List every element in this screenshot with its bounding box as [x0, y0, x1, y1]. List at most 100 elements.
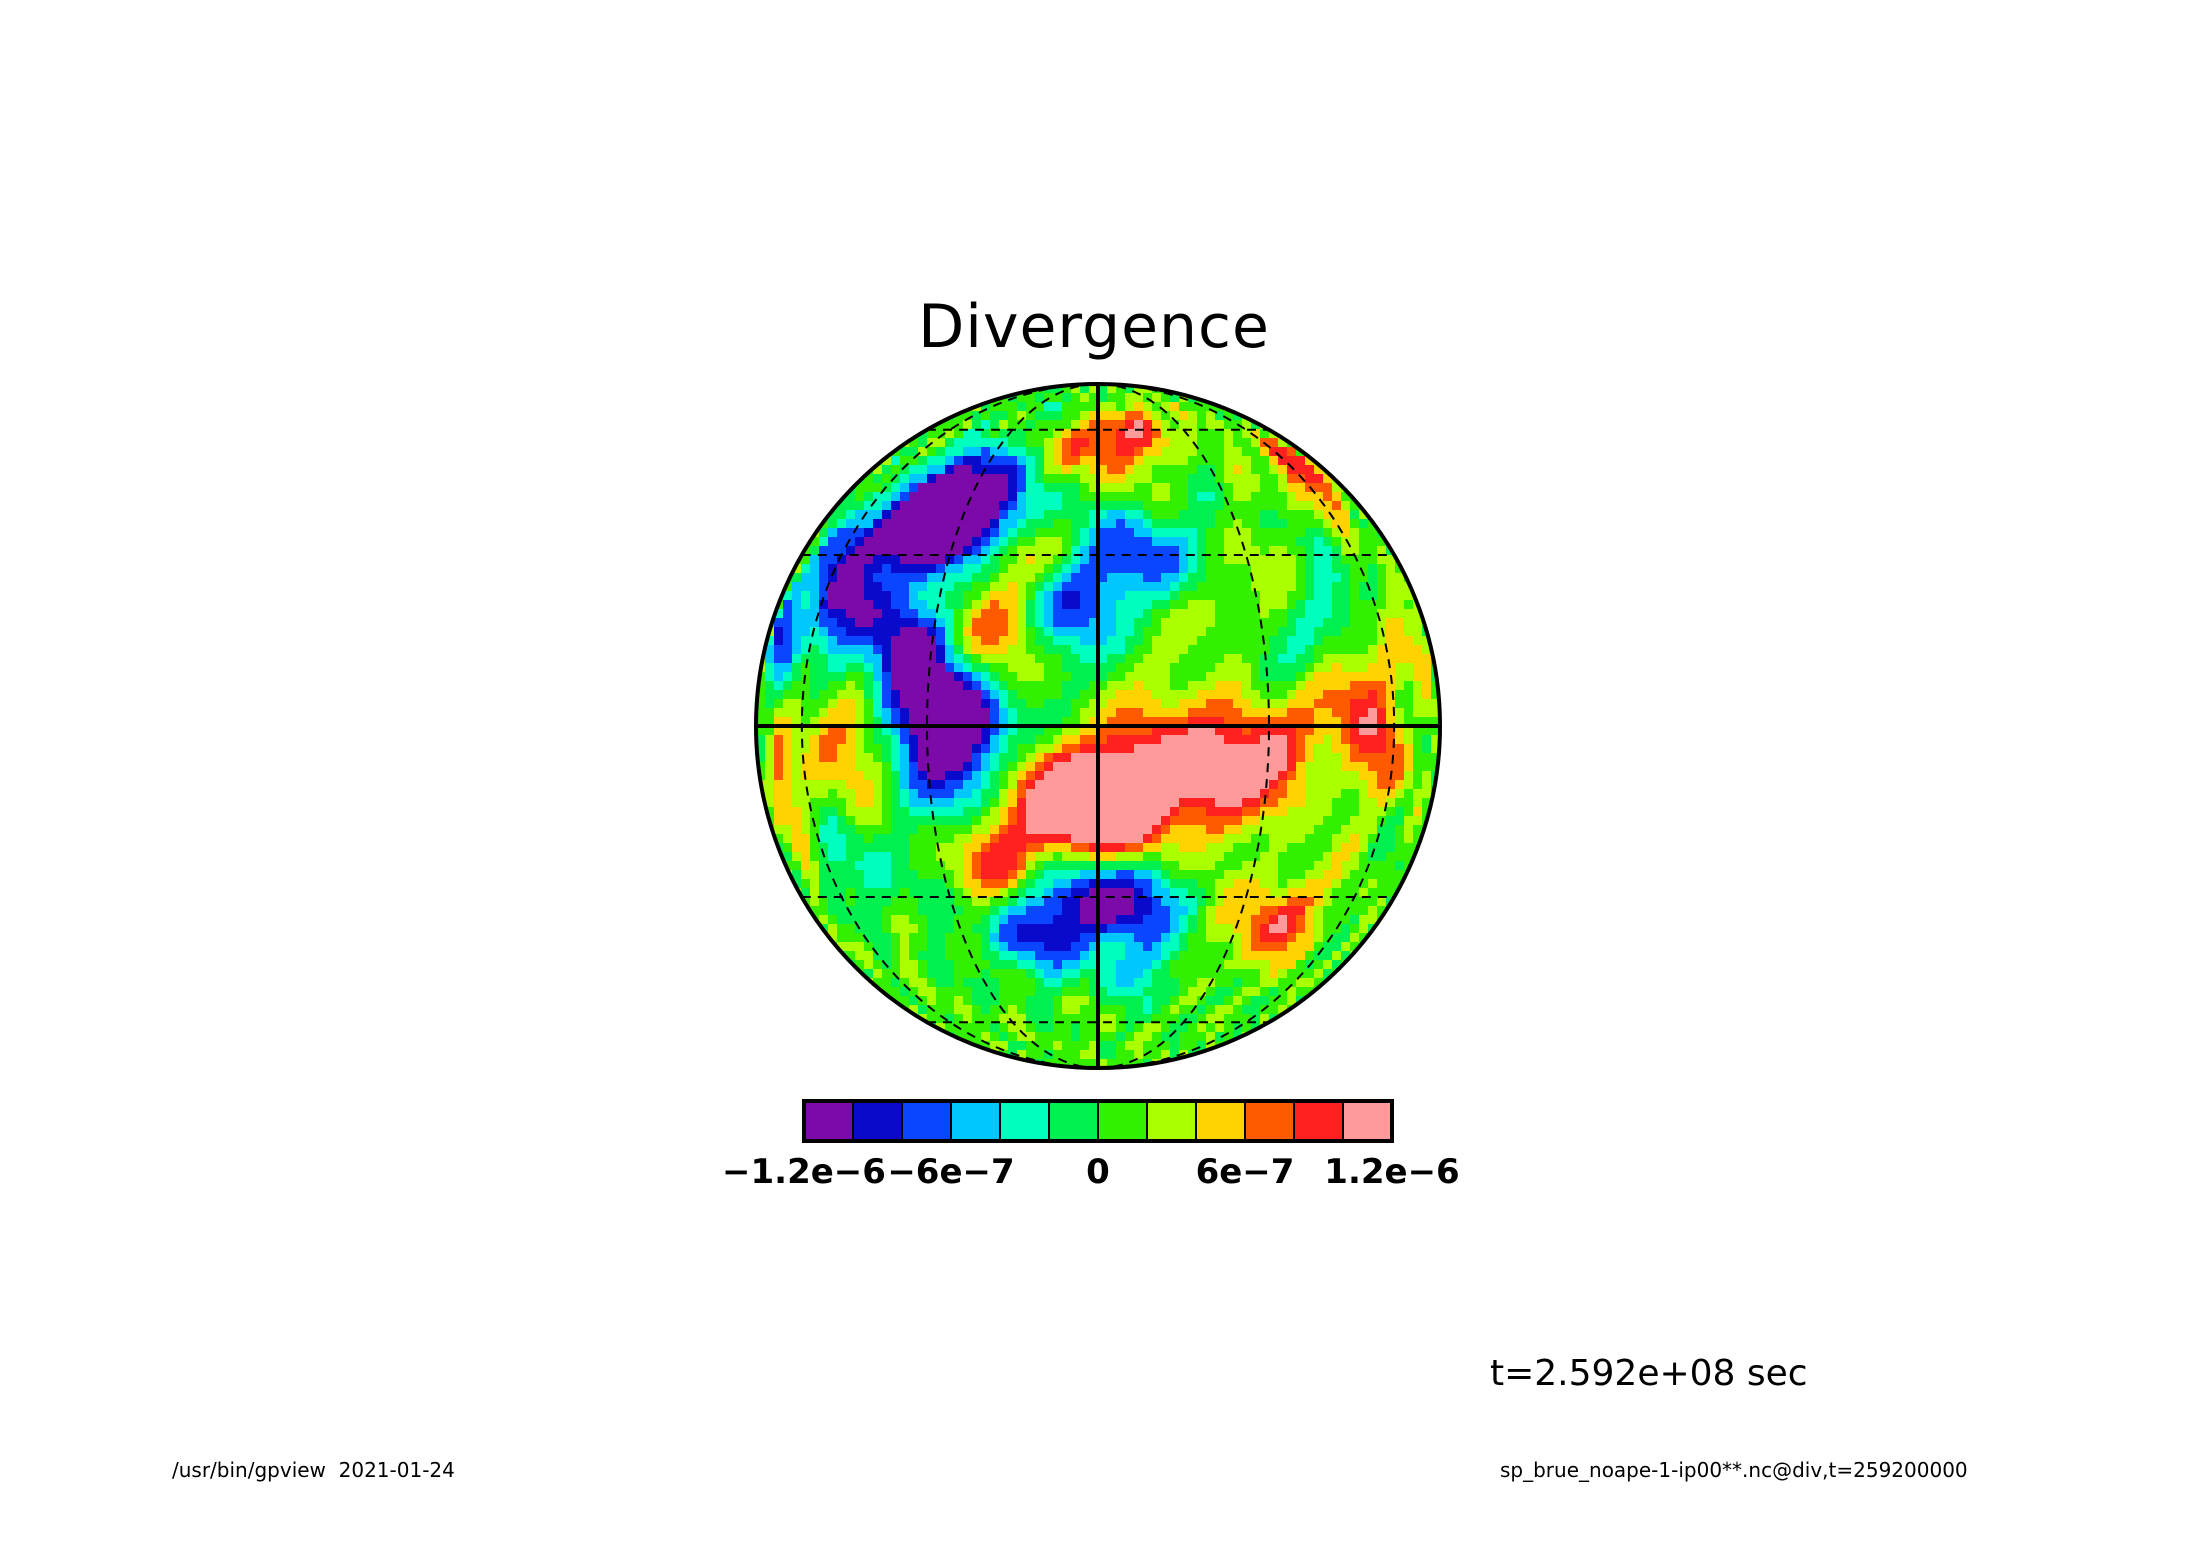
field-cell: [1008, 492, 1018, 502]
field-cell: [954, 843, 964, 853]
field-cell: [1251, 996, 1261, 1006]
field-cell: [1242, 924, 1252, 934]
field-cell: [1152, 645, 1162, 655]
field-cell: [1287, 645, 1297, 655]
field-cell: [990, 717, 1000, 727]
field-cell: [1395, 870, 1405, 880]
field-cell: [972, 690, 982, 700]
field-cell: [1035, 483, 1045, 493]
field-cell: [1017, 798, 1027, 808]
field-cell: [891, 564, 901, 574]
field-cell: [1143, 537, 1153, 547]
field-cell: [972, 1014, 982, 1024]
field-cell: [927, 582, 937, 592]
field-cell: [1251, 609, 1261, 619]
field-cell: [1368, 654, 1378, 664]
field-cell: [1089, 879, 1099, 889]
field-cell: [1287, 582, 1297, 592]
field-cell: [1008, 852, 1018, 862]
field-cell: [1395, 861, 1405, 871]
field-cell: [900, 798, 910, 808]
field-cell: [1278, 582, 1288, 592]
field-cell: [900, 870, 910, 880]
field-cell: [936, 555, 946, 565]
field-cell: [1188, 708, 1198, 718]
field-cell: [891, 798, 901, 808]
field-cell: [1215, 465, 1225, 475]
field-cell: [1323, 699, 1333, 709]
field-cell: [1053, 771, 1063, 781]
field-cell: [1089, 969, 1099, 979]
field-cell: [963, 582, 973, 592]
field-cell: [1134, 852, 1144, 862]
field-cell: [783, 636, 793, 646]
field-cell: [1161, 573, 1171, 583]
field-cell: [1080, 726, 1090, 736]
field-cell: [981, 429, 991, 439]
field-cell: [1098, 519, 1108, 529]
field-cell: [1161, 825, 1171, 835]
field-cell: [1089, 456, 1099, 466]
field-cell: [864, 537, 874, 547]
field-cell: [891, 672, 901, 682]
field-cell: [891, 627, 901, 637]
field-cell: [864, 717, 874, 727]
field-cell: [1233, 933, 1243, 943]
field-cell: [873, 672, 883, 682]
field-cell: [1413, 816, 1423, 826]
field-cell: [1251, 627, 1261, 637]
field-cell: [1269, 960, 1279, 970]
field-cell: [1251, 771, 1261, 781]
field-cell: [1035, 456, 1045, 466]
field-cell: [1197, 447, 1207, 457]
field-cell: [1368, 735, 1378, 745]
field-cell: [1008, 1023, 1018, 1033]
field-cell: [999, 447, 1009, 457]
field-cell: [1053, 438, 1063, 448]
field-cell: [1215, 564, 1225, 574]
field-cell: [792, 564, 802, 574]
field-cell: [1017, 762, 1027, 772]
field-cell: [828, 852, 838, 862]
field-cell: [900, 447, 910, 457]
field-cell: [1242, 618, 1252, 628]
field-cell: [963, 564, 973, 574]
field-cell: [783, 762, 793, 772]
field-cell: [1044, 933, 1054, 943]
field-cell: [1386, 807, 1396, 817]
field-cell: [1017, 663, 1027, 673]
field-cell: [873, 537, 883, 547]
field-cell: [1206, 816, 1216, 826]
field-cell: [1053, 429, 1063, 439]
field-cell: [1134, 924, 1144, 934]
field-cell: [1350, 546, 1360, 556]
field-cell: [1071, 960, 1081, 970]
field-cell: [972, 1023, 982, 1033]
field-cell: [1305, 798, 1315, 808]
field-cell: [981, 834, 991, 844]
field-cell: [1197, 528, 1207, 538]
field-cell: [1305, 762, 1315, 772]
field-cell: [1188, 771, 1198, 781]
field-cell: [954, 753, 964, 763]
field-cell: [1368, 627, 1378, 637]
field-cell: [900, 564, 910, 574]
field-cell: [999, 915, 1009, 925]
field-cell: [810, 546, 820, 556]
field-cell: [954, 591, 964, 601]
field-cell: [1197, 852, 1207, 862]
field-cell: [1170, 564, 1180, 574]
field-cell: [1377, 744, 1387, 754]
field-cell: [1125, 690, 1135, 700]
field-cell: [900, 501, 910, 511]
field-cell: [909, 654, 919, 664]
field-cell: [1134, 636, 1144, 646]
field-cell: [792, 735, 802, 745]
field-cell: [1431, 744, 1440, 754]
field-cell: [1071, 528, 1081, 538]
field-cell: [891, 807, 901, 817]
field-cell: [1359, 834, 1369, 844]
field-cell: [1143, 996, 1153, 1006]
field-cell: [1080, 987, 1090, 997]
field-cell: [1287, 699, 1297, 709]
